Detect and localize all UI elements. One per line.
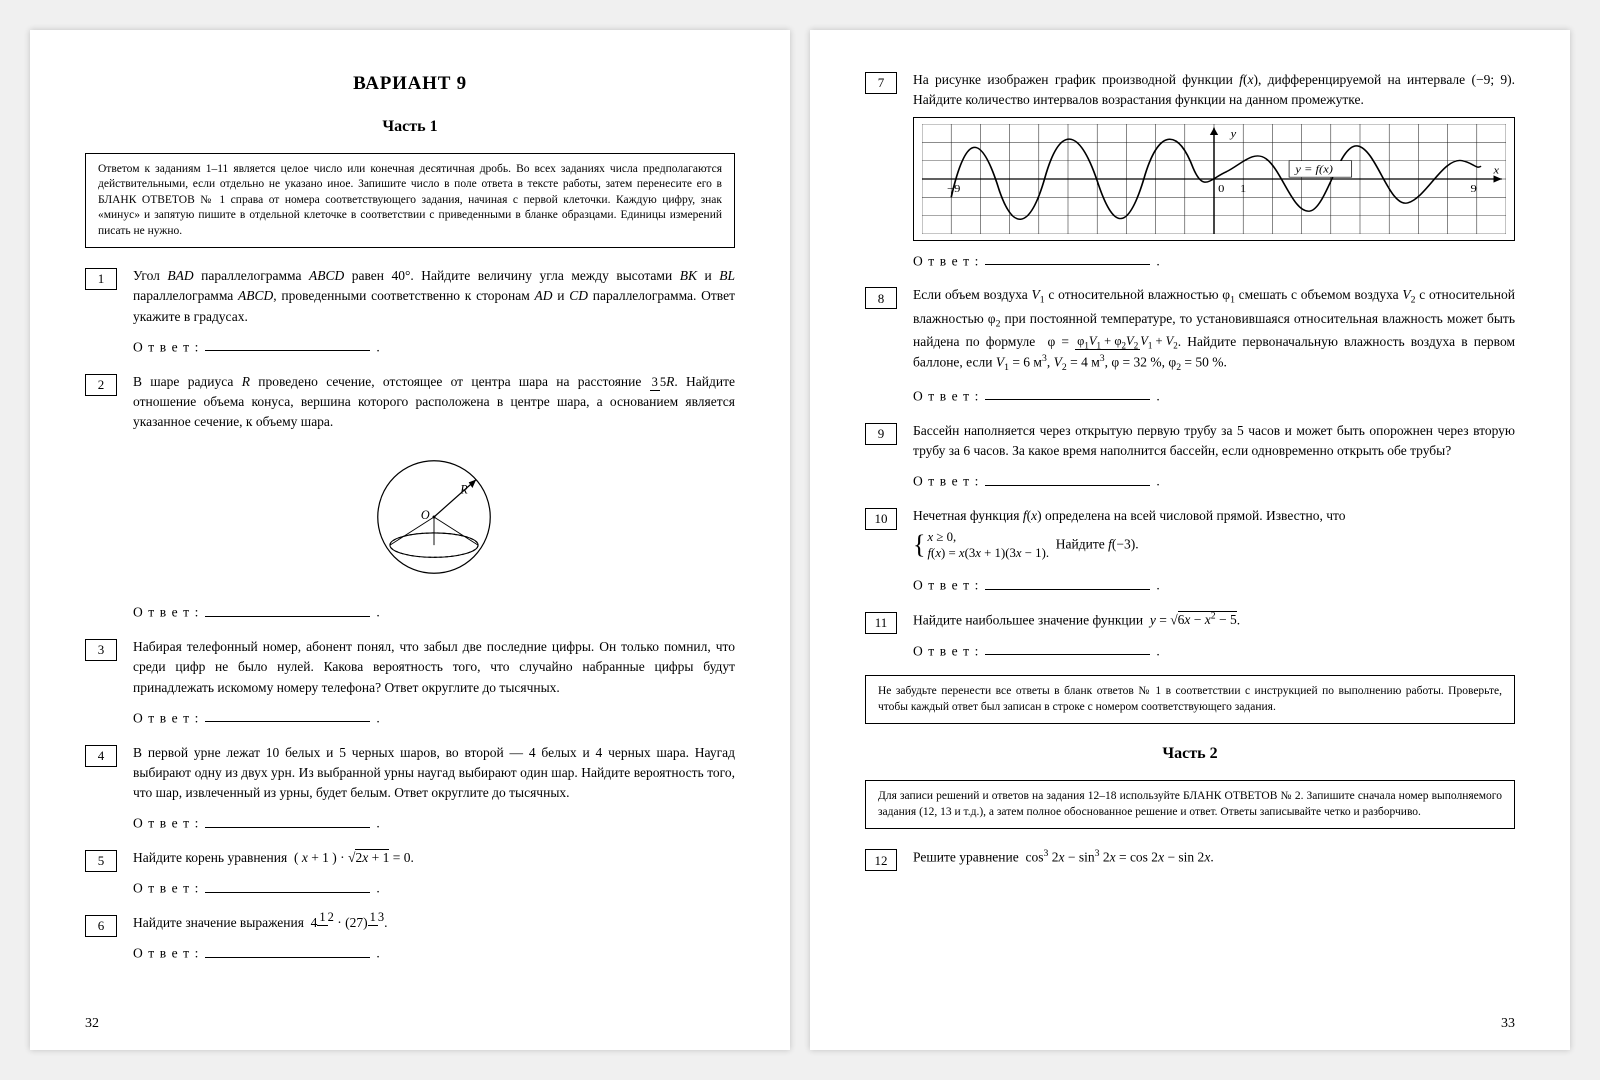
answer-line <box>205 943 370 958</box>
sphere-figure: O R <box>133 442 735 592</box>
answer-line <box>205 708 370 723</box>
task-number: 3 <box>85 639 117 661</box>
answer-label: О т в е т : <box>133 816 199 831</box>
answer-line <box>985 471 1150 486</box>
task-number: 9 <box>865 423 897 445</box>
svg-text:x: x <box>1492 164 1499 176</box>
task-9: 9 Бассейн наполняется через открытую пер… <box>865 421 1515 492</box>
task-number: 12 <box>865 849 897 871</box>
page-right: 7 На рисунке изображен график производно… <box>810 30 1570 1050</box>
answer-label: О т в е т : <box>913 643 979 658</box>
answer-line <box>205 602 370 617</box>
answer-label: О т в е т : <box>133 946 199 961</box>
page-number-left: 32 <box>85 1013 99 1034</box>
part-2-heading: Часть 2 <box>865 742 1515 766</box>
task-number: 1 <box>85 268 117 290</box>
svg-text:1: 1 <box>1240 182 1246 194</box>
svg-text:R: R <box>459 483 468 497</box>
svg-text:y: y <box>1230 127 1237 139</box>
task-7: 7 На рисунке изображен график производно… <box>865 70 1515 271</box>
task-2: 2 В шаре радиуса R проведено сечение, от… <box>85 372 735 624</box>
task-4: 4 В первой урне лежат 10 белых и 5 черны… <box>85 743 735 835</box>
answer-label: О т в е т : <box>133 881 199 896</box>
graph-figure: y x 0 1 −9 9 y = f(x) <box>913 117 1515 241</box>
instruction-box-mid: Не забудьте перенести все ответы в бланк… <box>865 675 1515 724</box>
answer-line <box>985 575 1150 590</box>
variant-title: ВАРИАНТ 9 <box>85 70 735 99</box>
task-number: 8 <box>865 287 897 309</box>
task-number: 2 <box>85 374 117 396</box>
answer-line <box>985 251 1150 266</box>
answer-line <box>205 813 370 828</box>
task-3: 3 Набирая телефонный номер, абонент поня… <box>85 637 735 729</box>
task-10: 10 Нечетная функция f(x) определена на в… <box>865 506 1515 596</box>
task-number: 6 <box>85 915 117 937</box>
svg-text:9: 9 <box>1471 182 1477 194</box>
answer-line <box>985 386 1150 401</box>
instruction-box-part1: Ответом к заданиям 1–11 является целое ч… <box>85 153 735 249</box>
part-1-heading: Часть 1 <box>85 115 735 139</box>
task-1: 1 Угол BAD параллелограмма ABCD равен 40… <box>85 266 735 358</box>
answer-label: О т в е т : <box>133 710 199 725</box>
answer-label: О т в е т : <box>133 605 199 620</box>
task-number: 10 <box>865 508 897 530</box>
task-8: 8 Если объем воздуха V1 с относительной … <box>865 285 1515 406</box>
task-6: 6 Найдите значение выражения 412 · (27)1… <box>85 913 735 964</box>
answer-label: О т в е т : <box>133 339 199 354</box>
page-number-right: 33 <box>1501 1013 1515 1034</box>
answer-label: О т в е т : <box>913 474 979 489</box>
task-12: 12 Решите уравнение cos3 2x − sin3 2x = … <box>865 847 1515 871</box>
task-11: 11 Найдите наибольшее значение функции y… <box>865 610 1515 662</box>
svg-text:y = f(x): y = f(x) <box>1294 163 1333 175</box>
page-left: ВАРИАНТ 9 Часть 1 Ответом к заданиям 1–1… <box>30 30 790 1050</box>
answer-line <box>205 878 370 893</box>
answer-line <box>205 337 370 352</box>
svg-text:O: O <box>421 508 430 522</box>
instruction-box-part2: Для записи решений и ответов на задания … <box>865 780 1515 829</box>
answer-label: О т в е т : <box>913 578 979 593</box>
task-number: 4 <box>85 745 117 767</box>
answer-label: О т в е т : <box>913 253 979 268</box>
task-number: 5 <box>85 850 117 872</box>
svg-text:−9: −9 <box>947 182 960 194</box>
answer-label: О т в е т : <box>913 388 979 403</box>
svg-text:0: 0 <box>1218 182 1224 194</box>
answer-line <box>985 641 1150 656</box>
task-number: 11 <box>865 612 897 634</box>
task-number: 7 <box>865 72 897 94</box>
task-5: 5 Найдите корень уравнения ( x + 1 ) · √… <box>85 848 735 899</box>
